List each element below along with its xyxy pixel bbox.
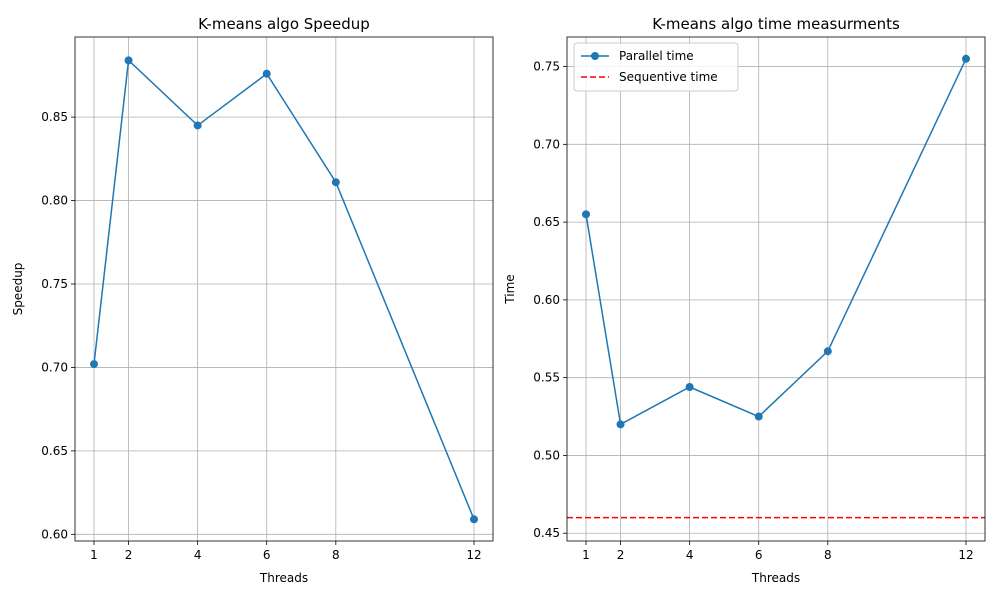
- x-tick-label: 1: [582, 548, 590, 562]
- data-point: [616, 420, 625, 429]
- x-tick-label: 6: [755, 548, 763, 562]
- legend-marker: [591, 52, 599, 60]
- legend: Parallel time Sequentive time: [573, 42, 739, 92]
- plot-frame: [74, 36, 494, 542]
- y-tick-label: 0.60: [533, 293, 560, 307]
- y-tick-label: 0.70: [533, 137, 560, 151]
- y-tick-label: 0.75: [41, 277, 68, 291]
- y-tick-label: 0.80: [41, 194, 68, 208]
- data-point: [685, 383, 694, 391]
- data-point: [470, 515, 478, 524]
- y-tick-label: 0.50: [533, 448, 560, 462]
- legend-label: Parallel time: [619, 49, 694, 63]
- data-point: [823, 347, 832, 356]
- chart-title: K-means algo time measurments: [652, 15, 900, 33]
- data-point: [90, 360, 98, 369]
- y-tick-label: 0.85: [41, 110, 68, 124]
- x-tick-label: 12: [958, 548, 973, 562]
- data-point: [754, 412, 763, 421]
- x-tick-label: 2: [617, 548, 625, 562]
- y-tick-label: 0.45: [533, 526, 560, 540]
- x-tick-label: 8: [824, 548, 832, 562]
- x-tick-label: 8: [332, 548, 340, 562]
- data-point: [124, 56, 133, 65]
- series-line: [93, 58, 475, 520]
- y-tick-label: 0.75: [533, 60, 560, 74]
- series-line: [585, 58, 967, 426]
- x-tick-label: 4: [686, 548, 694, 562]
- chart-title: K-means algo Speedup: [198, 15, 370, 33]
- y-axis-label: Speedup: [11, 263, 25, 316]
- legend-box: [573, 42, 739, 92]
- plot-frame: [566, 36, 986, 542]
- x-tick-label: 6: [263, 548, 271, 562]
- data-point: [962, 54, 970, 63]
- x-tick-label: 2: [125, 548, 133, 562]
- legend-label: Sequentive time: [619, 70, 718, 84]
- x-tick-label: 1: [90, 548, 98, 562]
- x-axis-label: Threads: [751, 571, 800, 585]
- y-tick-label: 0.60: [41, 527, 68, 541]
- y-axis-label: Time: [503, 274, 517, 304]
- y-tick-label: 0.70: [41, 360, 68, 374]
- y-tick-label: 0.65: [533, 215, 560, 229]
- data-point: [582, 210, 590, 219]
- y-tick-label: 0.65: [41, 444, 68, 458]
- x-tick-label: 12: [466, 548, 481, 562]
- x-axis-label: Threads: [259, 571, 308, 585]
- data-point: [193, 121, 202, 130]
- y-tick-label: 0.55: [533, 371, 560, 385]
- data-point: [331, 178, 340, 187]
- data-point: [262, 69, 271, 78]
- x-tick-label: 4: [194, 548, 202, 562]
